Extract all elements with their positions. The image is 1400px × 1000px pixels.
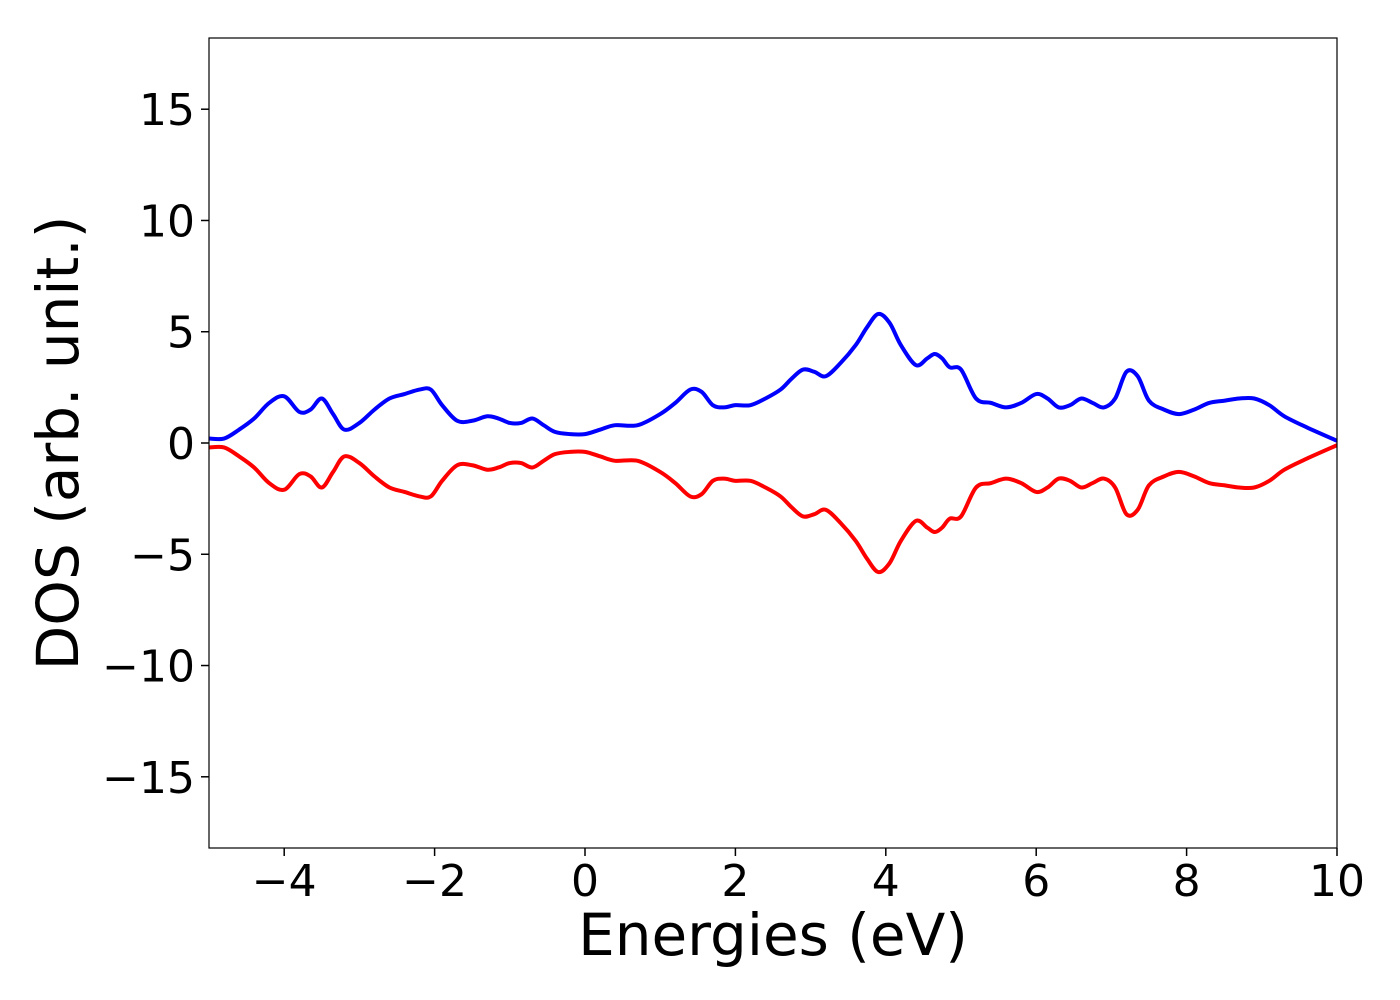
y-tick-label: 0 xyxy=(167,419,195,470)
x-tick-label: 6 xyxy=(1022,856,1050,907)
x-tick-label: 8 xyxy=(1173,856,1201,907)
y-tick-label: 15 xyxy=(139,85,195,136)
x-tick-label: 2 xyxy=(721,856,749,907)
y-tick-label: −15 xyxy=(102,753,195,804)
x-axis-label: Energies (eV) xyxy=(578,901,968,969)
y-tick-label: 10 xyxy=(139,196,195,247)
plot-area xyxy=(209,311,1337,575)
plot-frame xyxy=(208,37,1338,849)
x-tick-label: −4 xyxy=(252,856,317,907)
series-layer xyxy=(209,311,1337,575)
y-axis-ticks: 15 10 5 0 −5 −10 −15 xyxy=(102,85,209,804)
x-axis-ticks: −4 −2 0 2 4 6 8 10 xyxy=(252,848,1365,907)
x-tick-label: −2 xyxy=(402,856,467,907)
series-line-spin-up xyxy=(209,311,1337,443)
y-tick-label: −10 xyxy=(102,642,195,693)
x-tick-label: 10 xyxy=(1309,856,1365,907)
y-tick-label: −5 xyxy=(130,530,195,581)
series-line-spin-down xyxy=(209,443,1337,575)
y-axis-label: DOS (arb. unit.) xyxy=(24,216,92,671)
x-tick-label: 4 xyxy=(872,856,900,907)
y-tick-label: 5 xyxy=(167,308,195,359)
x-tick-label: 0 xyxy=(571,856,599,907)
